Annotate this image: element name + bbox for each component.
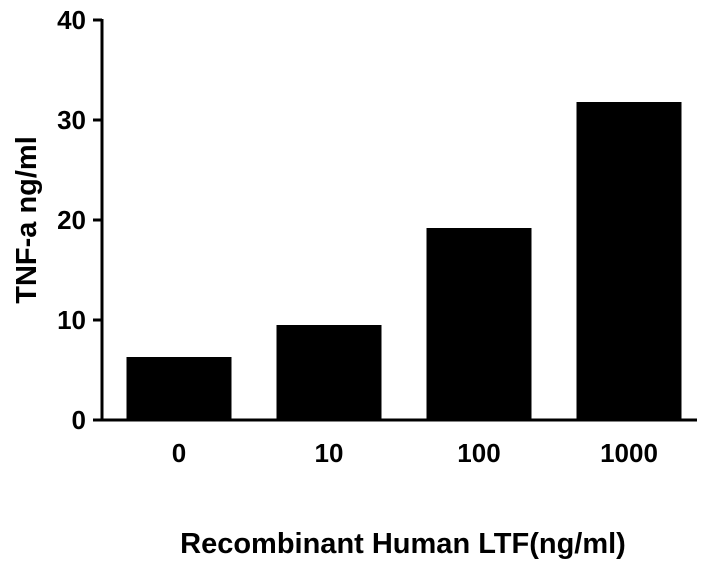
- y-tick-label: 20: [57, 205, 86, 235]
- x-tick-label: 10: [315, 438, 344, 468]
- y-tick-label: 10: [57, 305, 86, 335]
- bar-1000: [576, 102, 682, 420]
- bars-group: [126, 102, 682, 420]
- x-axis-ticks: 0 10 100 1000: [172, 438, 658, 468]
- x-tick-label: 1000: [600, 438, 658, 468]
- y-tick-label: 30: [57, 105, 86, 135]
- y-tick-label: 0: [72, 405, 86, 435]
- x-axis-title: Recombinant Human LTF(ng/ml): [180, 528, 626, 560]
- bar-10: [276, 325, 382, 420]
- y-axis-title: TNF-a ng/ml: [11, 136, 43, 304]
- x-tick-label: 100: [457, 438, 500, 468]
- bar-0: [126, 357, 232, 420]
- y-tick-label: 40: [57, 5, 86, 35]
- bar-100: [426, 228, 532, 420]
- y-axis-ticks: 0 10 20 30 40: [57, 5, 102, 435]
- x-tick-label: 0: [172, 438, 186, 468]
